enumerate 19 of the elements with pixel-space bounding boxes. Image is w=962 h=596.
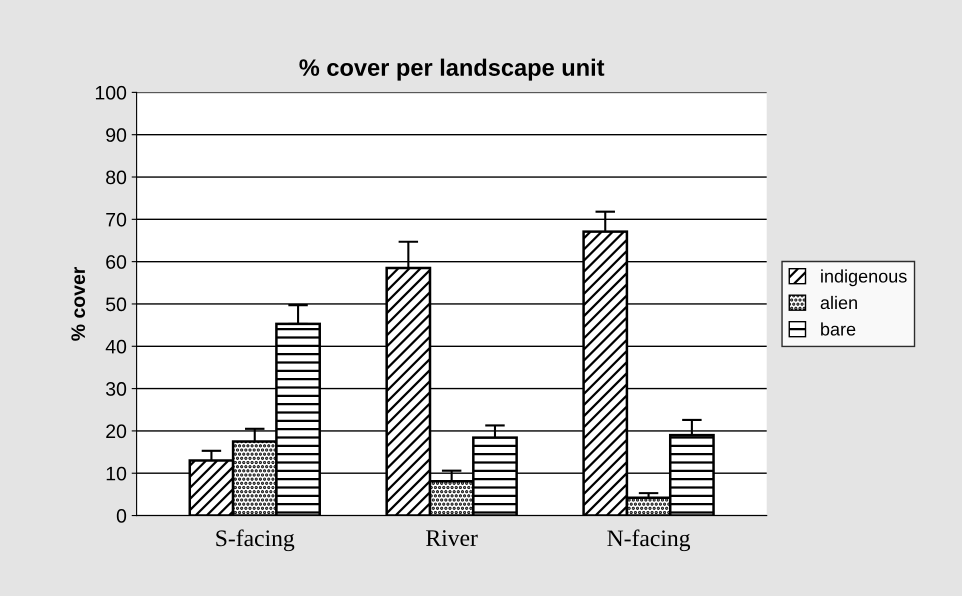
legend-label: indigenous [821, 269, 907, 286]
x-tick-label: N-facing [607, 529, 690, 552]
y-tick-label: 70 [106, 212, 126, 227]
y-tick-label: 60 [106, 255, 126, 269]
y-tick-label: 10 [106, 466, 126, 480]
x-tick-label: River [426, 530, 478, 546]
y-tick-label: 20 [106, 424, 126, 438]
y-tick-label: 90 [106, 128, 126, 142]
y-tick-label: 0 [116, 509, 126, 523]
y-tick-label: 40 [106, 340, 126, 354]
y-tick-label: 80 [106, 170, 126, 184]
legend-label: alien [820, 296, 857, 310]
chart-title: % cover per landscape unit [299, 58, 604, 81]
y-tick-label: 50 [106, 297, 126, 312]
y-tick-label: 30 [106, 382, 126, 396]
legend-label: bare [821, 322, 856, 336]
y-tick-label: 100 [96, 86, 126, 100]
y-axis-title: % cover [71, 266, 86, 341]
x-tick-label: S-facing [216, 529, 294, 552]
